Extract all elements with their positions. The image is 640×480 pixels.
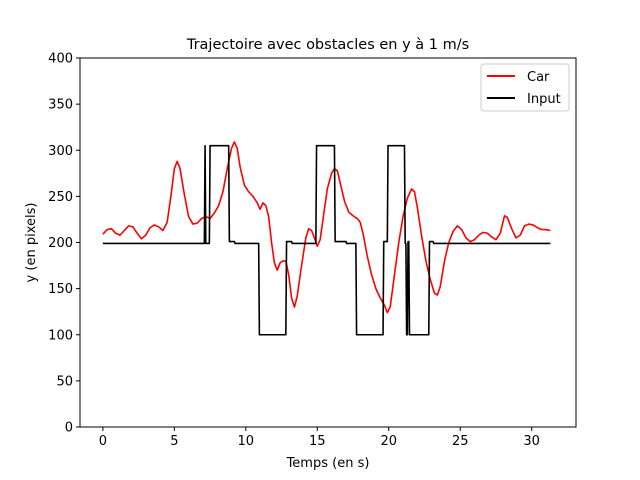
x-tick-label: 30 xyxy=(523,434,540,449)
y-tick-label: 150 xyxy=(48,282,73,297)
legend-car-label: Car xyxy=(527,70,550,85)
y-tick-label: 100 xyxy=(48,328,73,343)
legend: Car Input xyxy=(480,63,570,112)
y-tick-label: 300 xyxy=(48,144,73,159)
y-tick-label: 200 xyxy=(48,236,73,251)
series-line-car xyxy=(102,141,551,314)
y-tick-label: 50 xyxy=(56,374,73,389)
x-axis-label: Temps (en s) xyxy=(286,456,370,471)
y-tick-label: 350 xyxy=(48,98,73,113)
legend-input-label: Input xyxy=(527,92,561,107)
y-tick-label: 400 xyxy=(48,52,73,67)
y-tick-label: 0 xyxy=(65,421,73,436)
y-axis-label: y (en pixels) xyxy=(24,203,39,283)
x-tick-label: 0 xyxy=(99,434,107,449)
x-tick-label: 10 xyxy=(238,434,255,449)
y-tick-label: 250 xyxy=(48,190,73,205)
x-tick-label: 5 xyxy=(170,434,178,449)
x-tick-label: 20 xyxy=(380,434,397,449)
chart-title: Trajectoire avec obstacles en y à 1 m/s xyxy=(186,37,469,53)
series-line-input xyxy=(102,144,551,336)
plot-area xyxy=(102,141,551,336)
x-tick-label: 25 xyxy=(452,434,469,449)
x-tick-label: 15 xyxy=(309,434,326,449)
plot-frame xyxy=(79,57,577,428)
